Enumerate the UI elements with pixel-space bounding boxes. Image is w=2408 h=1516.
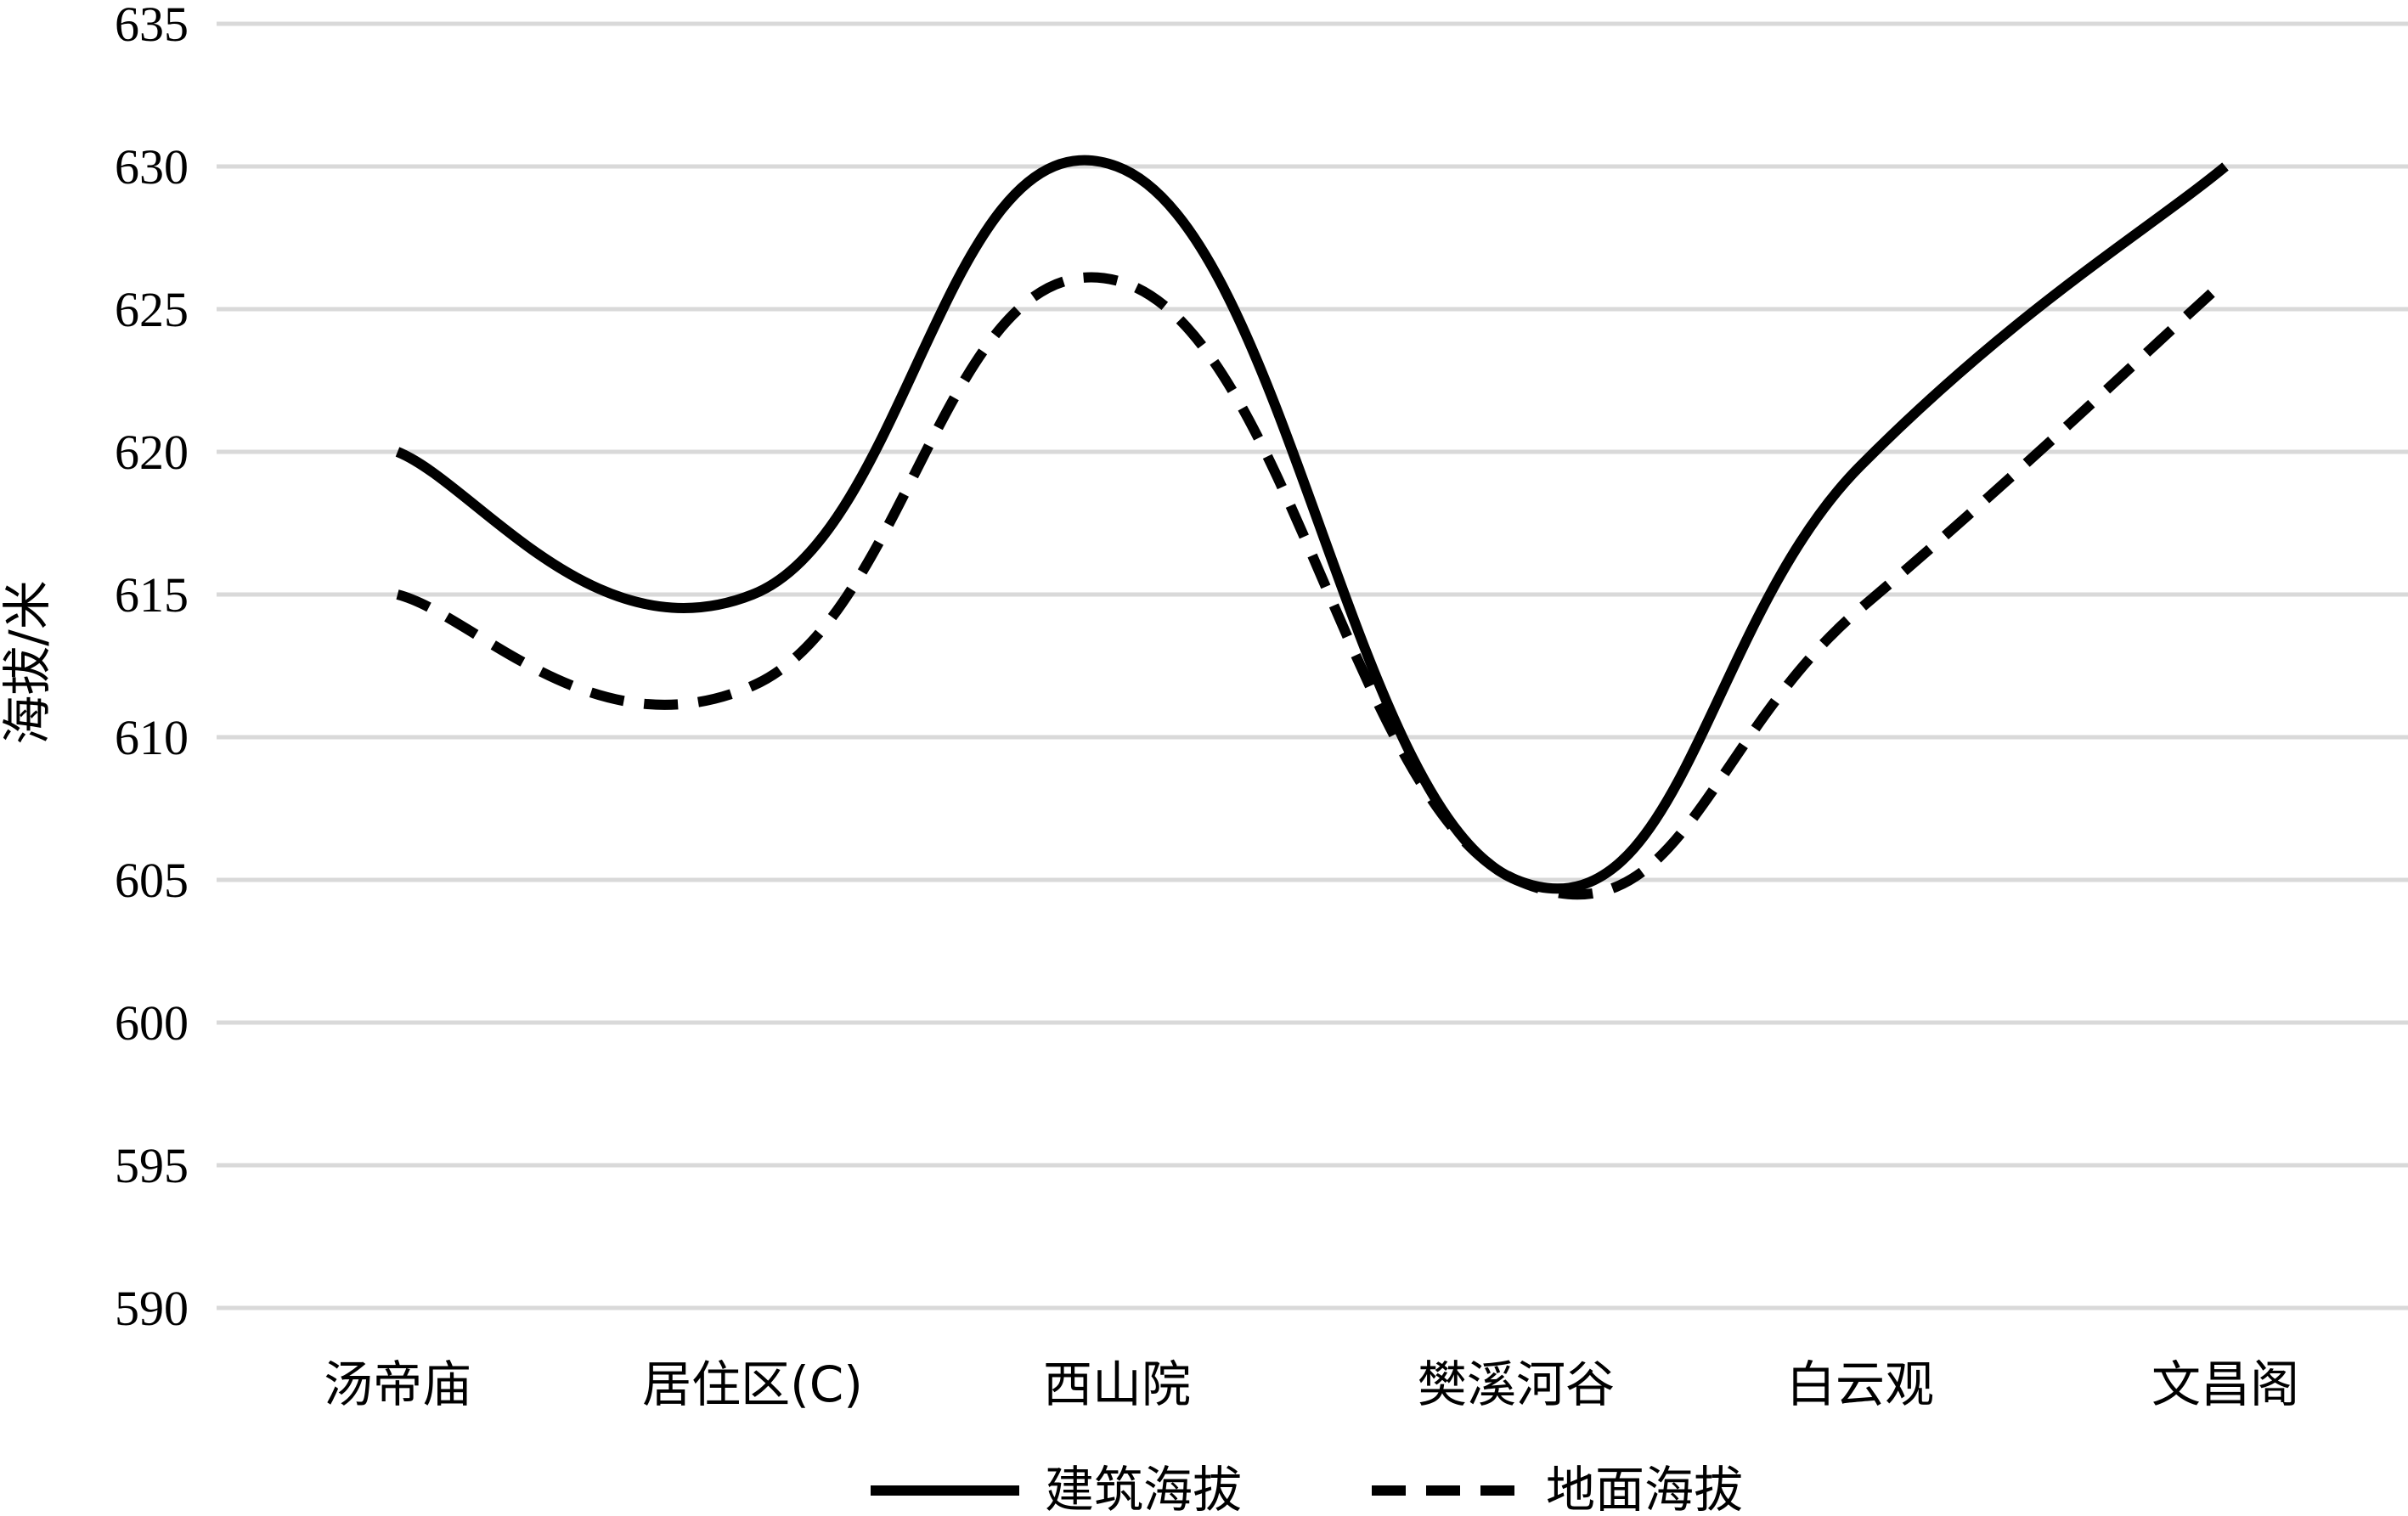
y-tick-label: 590	[115, 1281, 189, 1336]
x-category-label: 樊溪河谷	[1418, 1355, 1615, 1413]
x-category-label: 文昌阁	[2151, 1355, 2299, 1413]
y-tick-label: 625	[115, 282, 189, 337]
y-axis-ticks: 590 595 600 605 610 615 620 625 630 635	[115, 0, 189, 1336]
x-category-label: 汤帝庙	[324, 1355, 471, 1413]
x-category-label: 西山院	[1043, 1355, 1191, 1413]
y-axis-label: 海拔/米	[0, 580, 56, 745]
series-line-ground-elevation	[396, 272, 2230, 900]
y-tick-label: 595	[115, 1138, 189, 1193]
legend: 建筑海拔 地面海拔	[871, 1461, 1743, 1516]
legend-label-building: 建筑海拔	[1045, 1461, 1242, 1516]
y-tick-label: 610	[115, 710, 189, 765]
x-axis-categories: 汤帝庙 居住区(C) 西山院 樊溪河谷 白云观 文昌阁	[324, 1355, 2299, 1413]
y-tick-label: 635	[115, 0, 189, 52]
y-tick-label: 630	[115, 139, 189, 194]
grid-lines	[217, 21, 2408, 1310]
series-line-building-elevation	[395, 155, 2229, 894]
y-tick-label: 620	[115, 425, 189, 480]
legend-label-ground: 地面海拔	[1546, 1461, 1743, 1516]
y-tick-label: 615	[115, 567, 189, 623]
y-tick-label: 605	[115, 853, 189, 908]
x-category-label: 白云观	[1786, 1355, 1934, 1413]
y-tick-label: 600	[115, 995, 189, 1051]
series-lines	[395, 155, 2230, 900]
x-category-label: 居住区(C)	[642, 1355, 863, 1413]
